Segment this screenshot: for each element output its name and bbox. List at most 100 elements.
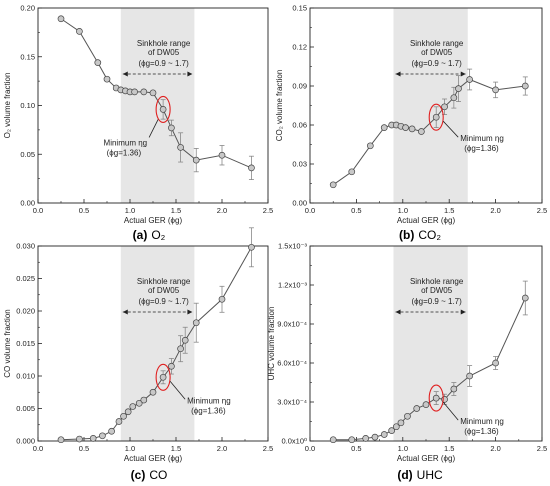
data-point [159,373,167,381]
panel-caption: (c) CO [131,468,168,482]
data-point [348,168,356,176]
y-tick-label: 9.0x10⁻⁴ [277,320,307,329]
y-tick-label: 0.005 [16,404,35,413]
data-point [140,396,148,404]
annotation-leader [442,120,459,138]
y-tick-label: 1.5x10⁻³ [278,242,307,251]
data-point [99,432,106,440]
band-title-line2: of DW05 [421,48,453,57]
data-point [521,294,529,302]
x-tick-label: 2.0 [217,206,227,215]
band-range-label: (ϕg=0.9 ~ 1.7) [138,59,189,68]
x-tick-label: 2.5 [537,206,547,215]
y-axis-label: CO volume fraction [3,309,12,377]
data-point [402,124,409,131]
data-point [422,401,430,408]
y-tick-label: 0.05 [20,150,35,159]
caption-letter: (d) [397,468,412,482]
data-point [140,88,148,96]
x-tick-label: 2.5 [537,444,547,453]
x-tick-label: 1.0 [398,206,408,215]
data-point [492,359,499,367]
data-point [366,142,374,150]
data-point [192,156,200,164]
data-point [76,435,83,443]
y-tick-label: 0.09 [292,82,307,91]
sinkhole-band [120,8,195,203]
data-point [413,405,421,412]
data-point [76,28,83,35]
data-point [177,144,184,151]
y-tick-label: 0.015 [16,339,35,348]
x-tick-label: 0.0 [305,206,315,215]
annotation-phi-value: (ϕg=1.36) [191,406,226,415]
annotation-leader [148,119,159,138]
x-axis-label: Actual GER (ϕg) [397,454,456,463]
annotation-phi-value: (ϕg=1.36) [464,427,499,436]
data-point [120,412,127,420]
x-tick-label: 2.0 [490,444,500,453]
data-point [168,124,175,132]
data-point [432,394,440,402]
data-point [466,76,473,83]
x-tick-label: 0.5 [351,206,361,215]
data-point [248,164,255,172]
y-axis-label: CO₂ volume fraction [275,70,284,142]
data-point [521,82,529,90]
y-tick-label: 0.025 [16,274,35,283]
x-tick-label: 1.5 [444,206,454,215]
x-tick-label: 1.0 [125,444,135,453]
y-tick-label: 0.000 [16,437,35,446]
x-tick-label: 0.5 [351,444,361,453]
caption-text: O₂ [151,228,165,242]
band-range-label: (ϕg=0.9 ~ 1.7) [411,297,462,306]
x-tick-label: 0.5 [79,206,89,215]
y-tick-label: 1.2x10⁻³ [278,281,307,290]
arrow-head-left [122,309,128,315]
x-tick-label: 1.5 [444,444,454,453]
data-point [466,372,473,380]
arrow-head-right [460,309,466,315]
y-tick-label: 0.15 [20,52,35,61]
highlight-ellipse [155,95,171,123]
panel-caption: (d) UHC [397,468,443,482]
caption-letter: (b) [399,228,414,242]
y-tick-label: 0.0x10⁰ [281,437,307,446]
data-point [94,59,102,66]
y-tick-label: 0.010 [16,372,35,381]
x-tick-label: 0.0 [33,206,43,215]
x-tick-label: 0.0 [33,444,43,453]
data-point [218,295,226,303]
y-tick-label: 0.10 [20,101,35,110]
band-range-label: (ϕg=0.9 ~ 1.7) [411,59,462,68]
y-axis-label: UHC volume fraction [267,307,276,381]
band-title-line2: of DW05 [148,286,180,295]
x-tick-label: 2.0 [490,206,500,215]
annotation-leader [169,381,186,400]
annotation-min-efficiency: Minimum ηg [187,396,231,405]
x-axis-label: Actual GER (ϕg) [124,216,183,225]
annotation-phi-value: (ϕg=1.36) [107,148,142,157]
chart-panel-a: 0.0 0.5 1.0 1.5 2.0 2.5 0.00 0.05 0.10 0.15 0.20 Ac… [3,4,273,243]
data-point [57,436,65,444]
data-point [149,89,157,97]
band-title-line1: Sinkhole range [410,39,464,48]
annotation-phi-value: (ϕg=1.36) [464,144,499,153]
caption-text: UHC [417,468,443,482]
panel-caption: (b) CO₂ [399,228,441,242]
band-title-line1: Sinkhole range [137,277,191,286]
data-point [432,113,440,121]
arrow-head-left [395,309,401,315]
y-tick-label: 0.030 [16,242,35,251]
data-point [418,128,425,135]
arrow-head-right [187,71,193,77]
y-tick-label: 0.06 [292,121,307,130]
x-axis-label: Actual GER (ϕg) [124,454,183,463]
data-point [362,435,370,442]
caption-text: CO₂ [418,228,441,242]
panel-caption: (a) O₂ [133,228,166,242]
data-point [397,419,405,427]
band-title-line1: Sinkhole range [410,277,464,286]
chart-panel-b: 0.0 0.5 1.0 1.5 2.0 2.5 0.00 0.03 0.06 0.09 0.12 0.… [275,4,547,243]
highlight-ellipse [155,363,171,391]
